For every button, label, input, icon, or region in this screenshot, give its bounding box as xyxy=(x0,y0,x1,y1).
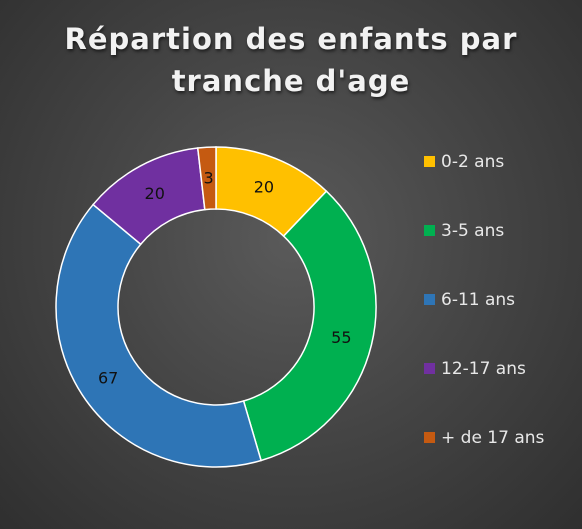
chart-title: Répartion des enfants par tranche d'age xyxy=(0,18,582,102)
data-label-0: 20 xyxy=(254,178,274,197)
legend-swatch-2 xyxy=(424,294,435,305)
legend-swatch-0 xyxy=(424,156,435,167)
chart-title-line-2: tranche d'age xyxy=(171,64,411,98)
legend-label-0: 0-2 ans xyxy=(441,152,505,172)
legend-label-4: + de 17 ans xyxy=(441,428,545,448)
legend-item-0: 0-2 ans xyxy=(424,150,544,219)
legend-swatch-4 xyxy=(424,432,435,443)
legend-item-2: 6-11 ans xyxy=(424,288,544,357)
legend-item-3: 12-17 ans xyxy=(424,357,544,426)
legend-label-2: 6-11 ans xyxy=(441,290,516,310)
donut-slice-6-11-ans xyxy=(55,203,263,468)
legend-label-1: 3-5 ans xyxy=(441,221,505,241)
legend-swatch-1 xyxy=(424,225,435,236)
legend-swatch-3 xyxy=(424,363,435,374)
legend-item-1: 3-5 ans xyxy=(424,219,544,288)
data-label-2: 67 xyxy=(98,368,118,387)
donut-slice-de-17-ans xyxy=(196,146,217,211)
legend-item-4: + de 17 ans xyxy=(424,426,544,495)
data-label-3: 20 xyxy=(145,184,165,203)
legend-label-3: 12-17 ans xyxy=(441,359,526,379)
data-label-4: 3 xyxy=(204,169,214,188)
chart-legend: 0-2 ans 3-5 ans 6-11 ans 12-17 ans + de 17 a… xyxy=(424,150,544,495)
data-label-1: 55 xyxy=(331,328,351,347)
donut-slice-3-5-ans xyxy=(242,190,377,462)
chart-title-line-1: Répartion des enfants par xyxy=(64,22,518,56)
